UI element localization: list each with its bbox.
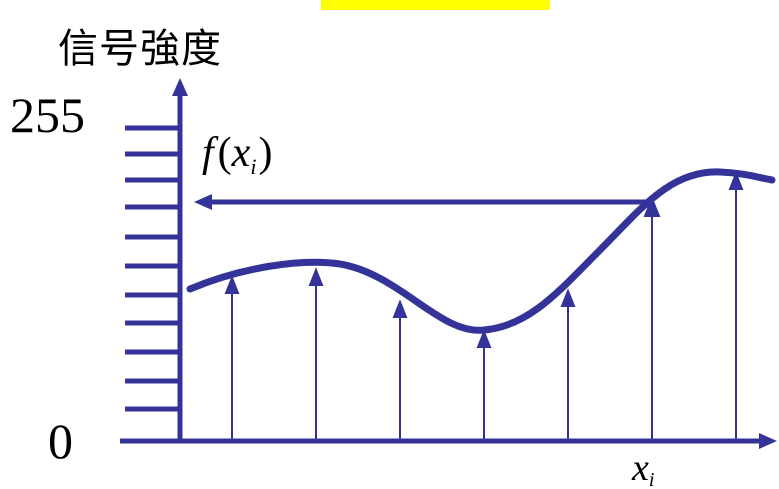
- readout-arrowhead: [194, 194, 212, 210]
- sample-arrowhead-6: [643, 196, 661, 217]
- y-min-label: 0: [48, 413, 73, 469]
- x-label-sub: i: [649, 469, 655, 489]
- y-max-label: 255: [10, 87, 85, 143]
- yellow-highlight-bar: [321, 0, 550, 10]
- function-label-x: x: [231, 130, 251, 176]
- sample-arrowhead-5: [560, 288, 576, 307]
- sample-arrowhead-1: [224, 275, 240, 294]
- function-label: f(xi): [202, 130, 272, 179]
- y-axis-ticks: [125, 125, 178, 412]
- sample-arrowhead-7: [728, 171, 744, 190]
- sample-arrows: [224, 171, 744, 441]
- x-axis-sample-label: xi: [631, 447, 654, 489]
- signal-curve: [186, 168, 776, 334]
- function-label-sub: i: [250, 154, 256, 179]
- x-label-x: x: [631, 447, 649, 489]
- y-axis-arrowhead: [172, 78, 188, 96]
- sample-arrowhead-3: [392, 299, 408, 318]
- function-label-close: ): [258, 130, 272, 176]
- x-axis-arrowhead: [759, 433, 777, 449]
- sample-arrowhead-2: [308, 267, 324, 286]
- y-axis-label: 信号強度: [58, 26, 222, 72]
- function-label-open: (: [218, 130, 232, 176]
- function-label-f: f: [202, 130, 219, 176]
- sample-arrowhead-4: [476, 329, 492, 348]
